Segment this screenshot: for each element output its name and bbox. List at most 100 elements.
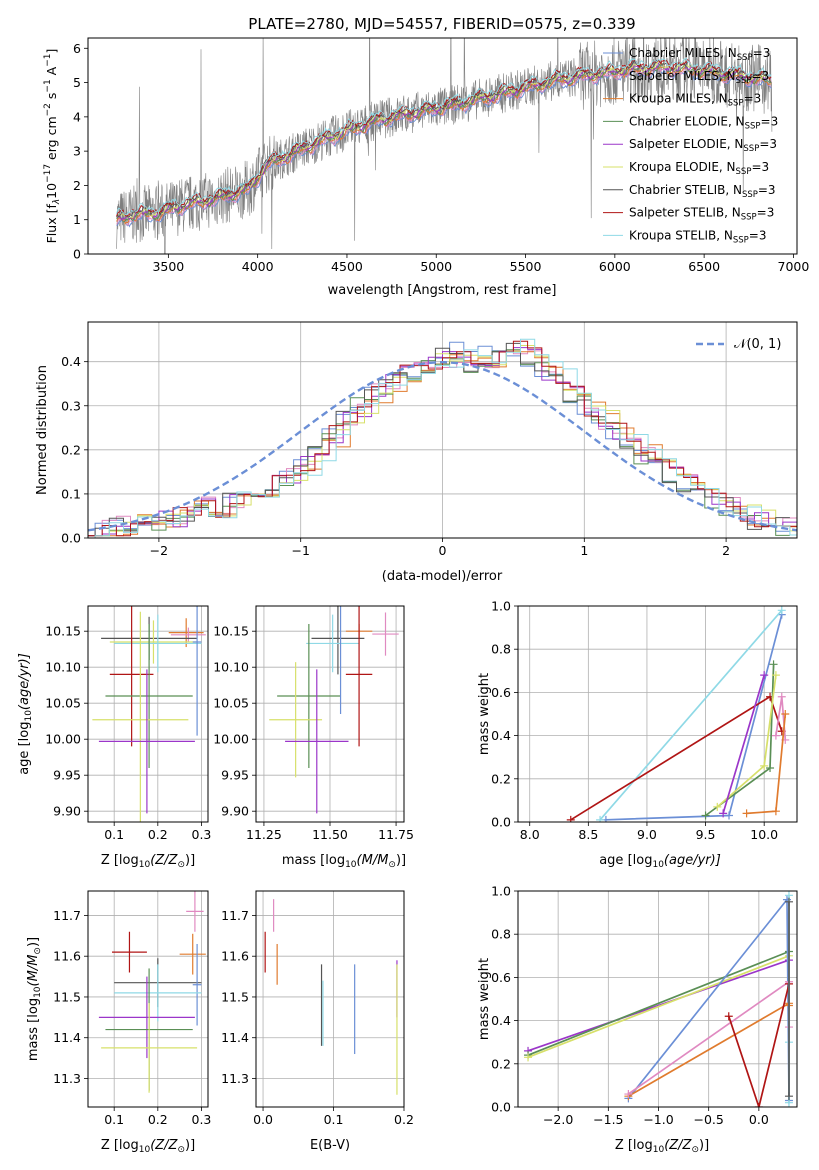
x-tick-label: 6000 [599,259,631,274]
panel-residuals: −2 −1 0 1 2 0.0 0.1 0.2 0.3 0.4 𝒩(0, 1) (data-model… [35,321,798,584]
y-tick-label: 11.7 [53,908,81,923]
x-label-sub: 10 [139,860,151,870]
weight-line-kroupa-elodie [527,955,790,1059]
y-tick-label: 0.0 [491,815,511,830]
weight-marker [754,1103,763,1107]
label-part: (age/yr)] [17,653,32,710]
y-tick-label: 10.10 [213,660,249,675]
x-label-rest: (M/M [357,853,389,868]
x-tick-label: −1 [291,543,309,558]
label-part: erg cm [44,116,59,164]
x-tick-label: 8.5 [578,827,598,842]
x-tick-label: 0.0 [749,1112,769,1127]
x-label-end: )] [185,853,195,868]
legend-entry: Chabrier MILES, NSSP=3 [629,46,770,63]
weight-marker [624,1090,633,1099]
x-tick-label: 3500 [152,259,184,274]
legend-text: Kroupa ELODIE, N [629,160,736,174]
weight-marker [766,764,775,772]
plot-area [269,606,399,814]
weight-line-kroupa-stelib [599,609,783,821]
x-label-main: mass [log [282,853,345,868]
y-tick-label: 10.05 [45,696,81,711]
gaussian-curve [88,360,797,532]
x-tick-label: 5500 [510,259,542,274]
y-tick-label: 9.90 [53,804,81,819]
legend-sub: SSP [742,190,758,200]
label-part: A [44,66,59,79]
axes-frame [255,890,405,1108]
legend-entry: Kroupa STELIB, NSSP=3 [629,228,767,245]
x-label-sun: ⊙ [691,1145,699,1155]
axes-frame [87,321,798,539]
model-line-kroupa-miles [116,65,772,225]
x-tick-label: 2 [722,543,730,558]
axes-frame [255,605,405,823]
x-label-rest: (Z/Z [150,853,178,868]
legend-text: Chabrier MILES, N [629,46,737,60]
y-tick-label: 9.95 [221,768,249,783]
y-tick-label: 9.95 [53,768,81,783]
x-label-sun: ⊙ [177,860,185,870]
x-tick-label: 10.0 [750,827,778,842]
y-tick-label: 1.0 [491,884,511,899]
panel-mass-vs-Z: 0.1 0.2 0.311.311.411.511.611.7Z [log10(Z/… [26,890,211,1155]
y-tick-label: 0.6 [491,685,511,700]
legend-tail: =3 [753,46,771,60]
weight-line-salpeter-elodie [527,959,790,1052]
weight-marker [769,660,778,669]
x-tick-label: 0 [439,543,447,558]
y-tick-label: 11.4 [53,1030,81,1045]
y-tick-label: 0.0 [491,1100,511,1115]
legend-text: Salpeter ELODIE, N [629,137,743,151]
x-tick-label: 9.5 [696,827,716,842]
x-label-main: Z [log [101,853,139,868]
label-part: ⊙ [33,947,43,955]
plot-area [88,338,797,538]
legend-sub: SSP [745,121,761,131]
y-tick-label: 10.00 [213,732,249,747]
y-tick-label: 4 [73,109,81,124]
weight-line-salpeter-elodie [722,674,766,814]
plot-area [264,899,398,1095]
y-tick-label: 10.15 [213,624,249,639]
label-part: −17 [43,164,53,183]
y-tick-label: 0.0 [61,531,81,546]
label-part: (M/M [26,955,41,987]
y-tick-label: 0.4 [491,1013,511,1028]
x-tick-label: 0.1 [104,827,124,842]
weight-marker [724,1012,733,1021]
x-tick-label: 4500 [331,259,363,274]
legend-text: Kroupa STELIB, N [629,228,733,242]
label-part: Flux [f [44,204,59,244]
weight-marker [524,1053,533,1062]
x-label-sun: ⊙ [177,1145,185,1155]
weight-marker [742,809,751,818]
axes-frame [517,890,798,1108]
plot-area [524,891,793,1107]
y-tick-label: 0.1 [61,486,81,501]
label-part: −1 [43,54,53,67]
x-axis-label: mass [log10(M/M⊙)] [282,853,406,870]
legend-sub: SSP [743,144,759,154]
weight-marker [760,761,769,770]
y-tick-label: 0.4 [491,728,511,743]
y-tick-label: 11.4 [221,1030,249,1045]
y-tick-label: 10.10 [45,660,81,675]
legend-text: Chabrier ELODIE, N [629,114,745,128]
x-axis-label: wavelength [Angstrom, rest frame] [328,283,557,298]
label-part: 10 [44,183,59,199]
x-tick-label: 7000 [778,259,810,274]
legend-text: Chabrier STELIB, N [629,183,742,197]
y-tick-label: 0.6 [491,970,511,985]
chart-title: PLATE=2780, MJD=54557, FIBERID=0575, z=0… [248,15,635,33]
y-axis-label: Flux [fλ10−17 erg cm−2 s−1 A−1] [43,49,62,244]
x-tick-label: 0.0 [253,1112,273,1127]
legend-entry: 𝒩(0, 1) [734,337,781,352]
weight-line-salpeter-stelib [570,695,783,821]
y-tick-label: 10.05 [213,696,249,711]
weight-marker [784,1092,793,1101]
label-part: mass [log [26,998,41,1061]
weight-marker [781,710,790,718]
y-tick-label: 0.8 [491,927,511,942]
